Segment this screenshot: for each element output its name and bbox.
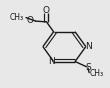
Text: O: O [26, 16, 33, 25]
Text: N: N [48, 57, 55, 66]
Text: N: N [85, 42, 92, 51]
Text: CH₃: CH₃ [90, 69, 104, 78]
Text: S: S [85, 63, 91, 72]
Text: CH₃: CH₃ [9, 13, 23, 22]
Text: O: O [43, 6, 50, 15]
